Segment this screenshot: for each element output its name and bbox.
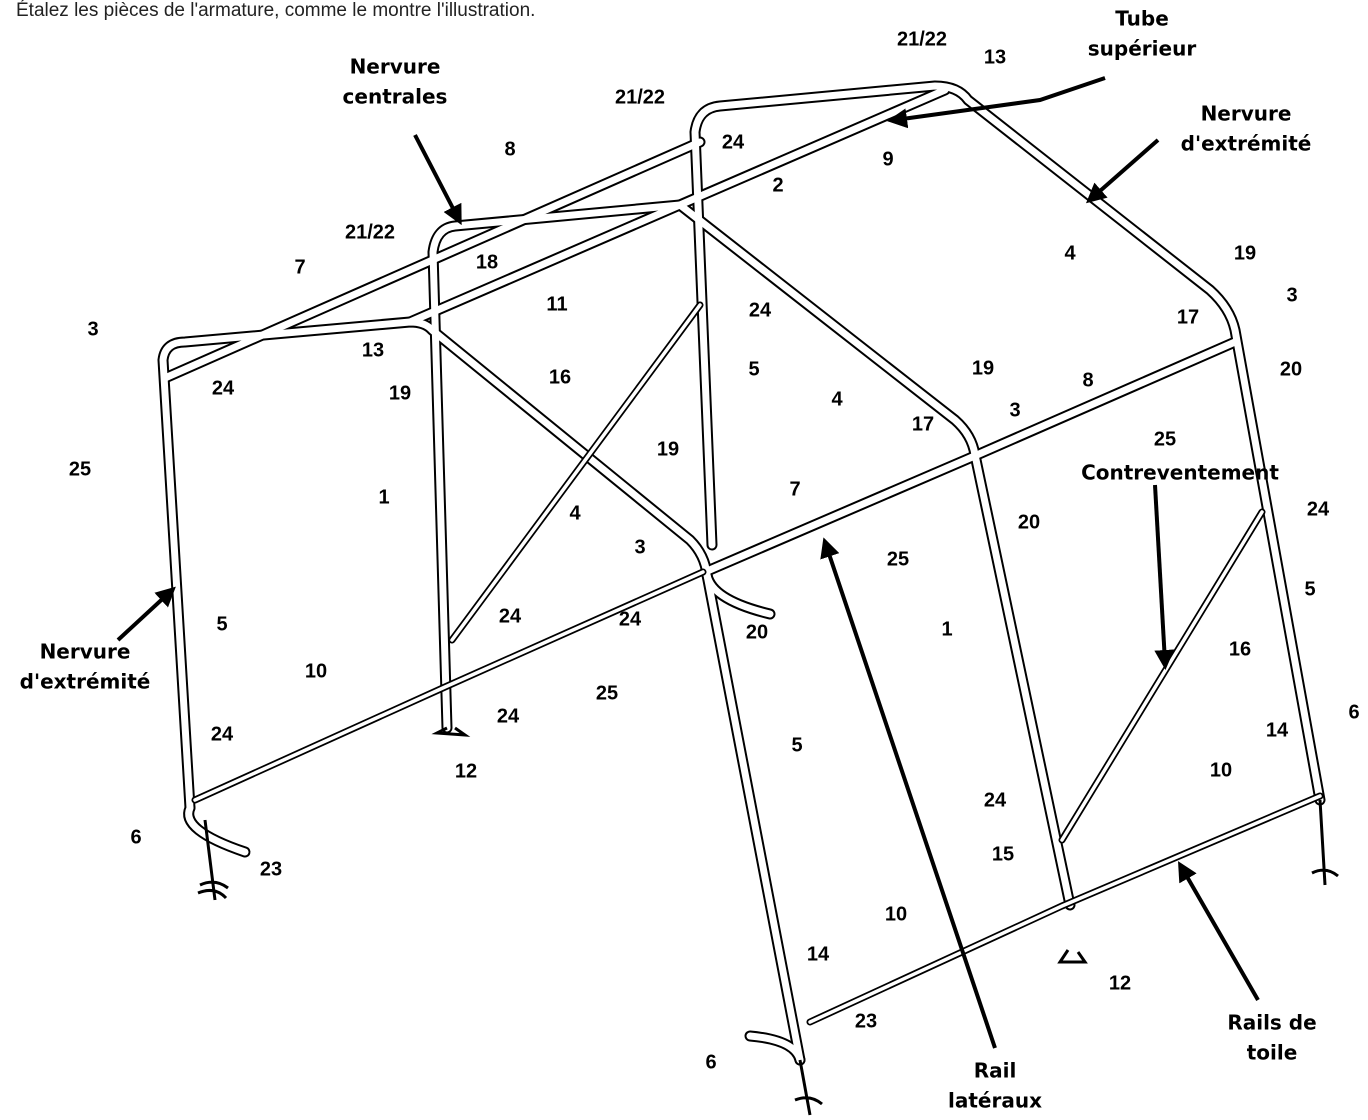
part-number: 16 xyxy=(1229,638,1251,660)
frame-fill xyxy=(163,86,1320,1060)
callout: Nervure xyxy=(1201,102,1292,126)
part-number: 3 xyxy=(634,536,645,558)
part-number: 6 xyxy=(705,1051,716,1073)
part-number: 3 xyxy=(1286,284,1297,306)
part-number: 25 xyxy=(1154,428,1176,450)
part-number: 24 xyxy=(1307,498,1330,520)
part-number: 19 xyxy=(972,357,994,379)
part-number: 20 xyxy=(1018,511,1040,533)
part-number: 10 xyxy=(1210,759,1232,781)
part-number: 6 xyxy=(130,826,141,848)
part-number: 20 xyxy=(746,621,768,643)
part-number: 16 xyxy=(549,366,571,388)
instruction: Étalez les pièces de l'armature, comme l… xyxy=(16,0,535,21)
part-number: 2 xyxy=(772,174,783,196)
part-number: 3 xyxy=(1009,399,1020,421)
callout: d'extrémité xyxy=(1181,132,1312,156)
callout: Tube xyxy=(1115,7,1169,31)
part-number: 21/22 xyxy=(897,28,947,50)
part-number: 12 xyxy=(1109,972,1131,994)
part-number: 15 xyxy=(992,843,1014,865)
part-number: 24 xyxy=(499,605,522,627)
part-number: 7 xyxy=(789,478,800,500)
part-number: 4 xyxy=(831,388,843,410)
part-number: 6 xyxy=(1348,701,1359,723)
part-number: 19 xyxy=(657,438,679,460)
part-number: 9 xyxy=(882,148,893,170)
part-number: 10 xyxy=(885,903,907,925)
frame-outline xyxy=(163,86,1320,1060)
part-number: 24 xyxy=(211,723,234,745)
callout: toile xyxy=(1247,1041,1298,1065)
callout: Nervure xyxy=(350,55,441,79)
part-number: 25 xyxy=(887,548,909,570)
part-number: 23 xyxy=(855,1010,877,1032)
part-number: 1 xyxy=(378,486,389,508)
part-number: 5 xyxy=(1304,578,1315,600)
part-number: 24 xyxy=(619,608,642,630)
part-number: 23 xyxy=(260,858,282,880)
callout: Rail xyxy=(974,1059,1017,1083)
part-number: 21/22 xyxy=(345,221,395,243)
callout: centrales xyxy=(343,85,448,109)
part-number: 17 xyxy=(912,413,934,435)
callout: Rails de xyxy=(1227,1011,1316,1035)
part-number: 11 xyxy=(546,293,567,315)
part-number: 19 xyxy=(389,382,411,404)
callout: d'extrémité xyxy=(20,670,151,694)
part-number: 4 xyxy=(1064,242,1076,264)
part-number: 24 xyxy=(212,377,235,399)
part-number: 21/22 xyxy=(615,86,665,108)
callout: Nervure xyxy=(40,640,131,664)
part-number: 24 xyxy=(722,131,745,153)
part-number: 25 xyxy=(596,682,618,704)
part-number: 24 xyxy=(984,789,1007,811)
part-number: 13 xyxy=(984,46,1006,68)
part-number: 5 xyxy=(791,734,802,756)
part-number: 5 xyxy=(216,613,227,635)
part-number: 4 xyxy=(569,502,581,524)
part-number: 25 xyxy=(69,458,91,480)
part-number: 3 xyxy=(87,318,98,340)
part-number: 12 xyxy=(455,760,477,782)
callout: supérieur xyxy=(1088,37,1197,61)
rail-fill xyxy=(193,303,1322,1024)
part-number: 7 xyxy=(294,256,305,278)
part-number: 1 xyxy=(941,618,952,640)
part-number: 18 xyxy=(476,251,498,273)
part-number: 14 xyxy=(1266,719,1289,741)
part-number: 20 xyxy=(1280,358,1302,380)
part-number: 8 xyxy=(504,138,515,160)
part-number: 5 xyxy=(748,358,759,380)
part-number: 19 xyxy=(1234,242,1256,264)
callout: Contreventement xyxy=(1081,461,1279,485)
part-number: 17 xyxy=(1177,306,1199,328)
part-number: 14 xyxy=(807,943,830,965)
part-number: 13 xyxy=(362,339,384,361)
part-number: 8 xyxy=(1082,369,1093,391)
part-number: 10 xyxy=(305,660,327,682)
rail-outline xyxy=(195,305,1320,1022)
arrows xyxy=(116,76,1260,1049)
part-number: 24 xyxy=(749,299,772,321)
stakes xyxy=(197,726,1339,1116)
callout: latéraux xyxy=(948,1089,1042,1113)
part-number: 24 xyxy=(497,705,520,727)
